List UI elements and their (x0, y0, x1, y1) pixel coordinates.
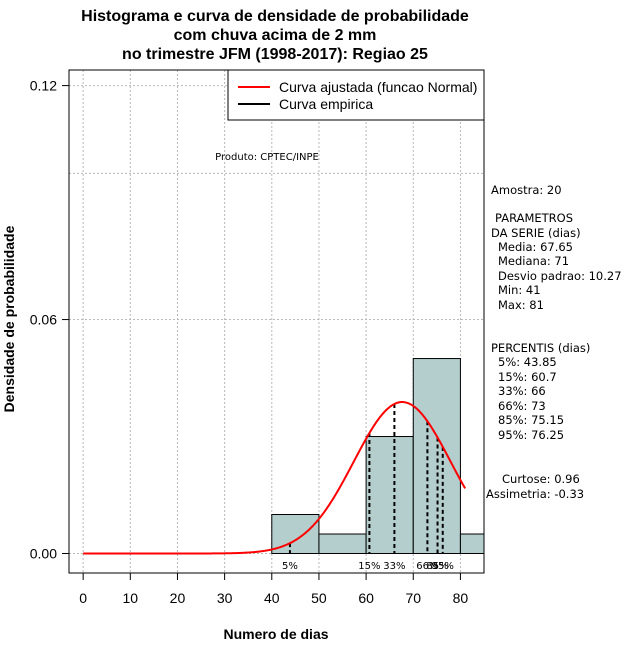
x-tick-label-70: 70 (405, 590, 421, 606)
stats-params-header-2: DA SERIE (dias) (491, 226, 581, 240)
x-tick-label-40: 40 (264, 590, 280, 606)
legend-label-fitted: Curva ajustada (funcao Normal) (279, 79, 477, 95)
legend: Curva ajustada (funcao Normal) Curva emp… (227, 69, 485, 121)
stats-param-mean: Media: 67.65 (498, 240, 573, 254)
stats-percentil-15: 15%: 60.7 (498, 370, 557, 384)
x-axis-title: Numero de dias (223, 626, 328, 642)
percentile-label-2: 33% (383, 561, 405, 572)
x-tick-label-20: 20 (170, 590, 186, 606)
x-tick-label-80: 80 (453, 590, 469, 606)
y-tick-label-0: 0.00 (30, 546, 57, 562)
y-axis-title: Densidade de probabilidade (1, 225, 17, 412)
legend-box (227, 69, 485, 121)
x-tick-label-30: 30 (217, 590, 233, 606)
legend-label-empirical: Curva empirica (279, 96, 373, 112)
stats-param-median: Mediana: 71 (498, 254, 569, 268)
stats-percentil-33: 33%: 66 (498, 384, 546, 398)
percentile-label-5: 95% (432, 561, 454, 572)
density-curve (83, 401, 467, 555)
stats-param-min: Min: 41 (498, 283, 541, 297)
density-curve-path (83, 401, 467, 555)
stats-param-max: Max: 81 (498, 298, 544, 312)
x-tick-label-60: 60 (358, 590, 374, 606)
axes: 0 10 20 30 40 50 60 70 80 0.00 0.06 0.12 (30, 69, 485, 606)
y-tick-label-2: 0.12 (30, 78, 57, 94)
percentile-label-0: 5% (282, 561, 298, 572)
percentile-lines: 5% 15% 33% 66%85%95% (282, 403, 454, 572)
stats-params-header-1: PARAMETROS (495, 211, 573, 225)
x-tick-label-10: 10 (123, 590, 139, 606)
stats-assimetria: Assimetria: -0.33 (486, 487, 584, 501)
y-tick-label-1: 0.06 (30, 312, 57, 328)
histogram-bar-3 (412, 358, 461, 555)
stats-sample: Amostra: 20 (491, 183, 562, 197)
stats-panel: Amostra: 20 PARAMETROS DA SERIE (dias) M… (486, 183, 622, 501)
stats-percentil-66: 66%: 73 (498, 399, 546, 413)
x-tick-label-50: 50 (311, 590, 327, 606)
stats-curtose: Curtose: 0.96 (502, 472, 580, 486)
x-tick-label-0: 0 (79, 590, 87, 606)
chart-title-line-3: no trimestre JFM (1998-2017): Regiao 25 (122, 46, 428, 63)
percentile-label-1: 15% (358, 561, 380, 572)
stats-percentil-5: 5%: 43.85 (498, 355, 557, 369)
stats-percentil-85: 85%: 75.15 (498, 413, 564, 427)
stats-percentil-95: 95%: 76.25 (498, 428, 564, 442)
stats-param-sd: Desvio padrao: 10.27 (498, 269, 622, 283)
chart-title-line-1: Histograma e curva de densidade de proba… (81, 8, 469, 25)
credit-text: Produto: CPTEC/INPE (215, 152, 319, 163)
stats-percentis-header: PERCENTIS (dias) (491, 341, 590, 355)
histogram-bar-1 (318, 533, 367, 555)
chart-title-line-2: com chuva acima de 2 mm (174, 27, 377, 44)
histogram-bar-2 (365, 436, 414, 555)
percentile-label-3: 66% (416, 561, 438, 572)
histogram-bars (271, 358, 485, 555)
histogram-bar-4 (459, 533, 485, 555)
percentile-label-4: 85% (426, 561, 448, 572)
